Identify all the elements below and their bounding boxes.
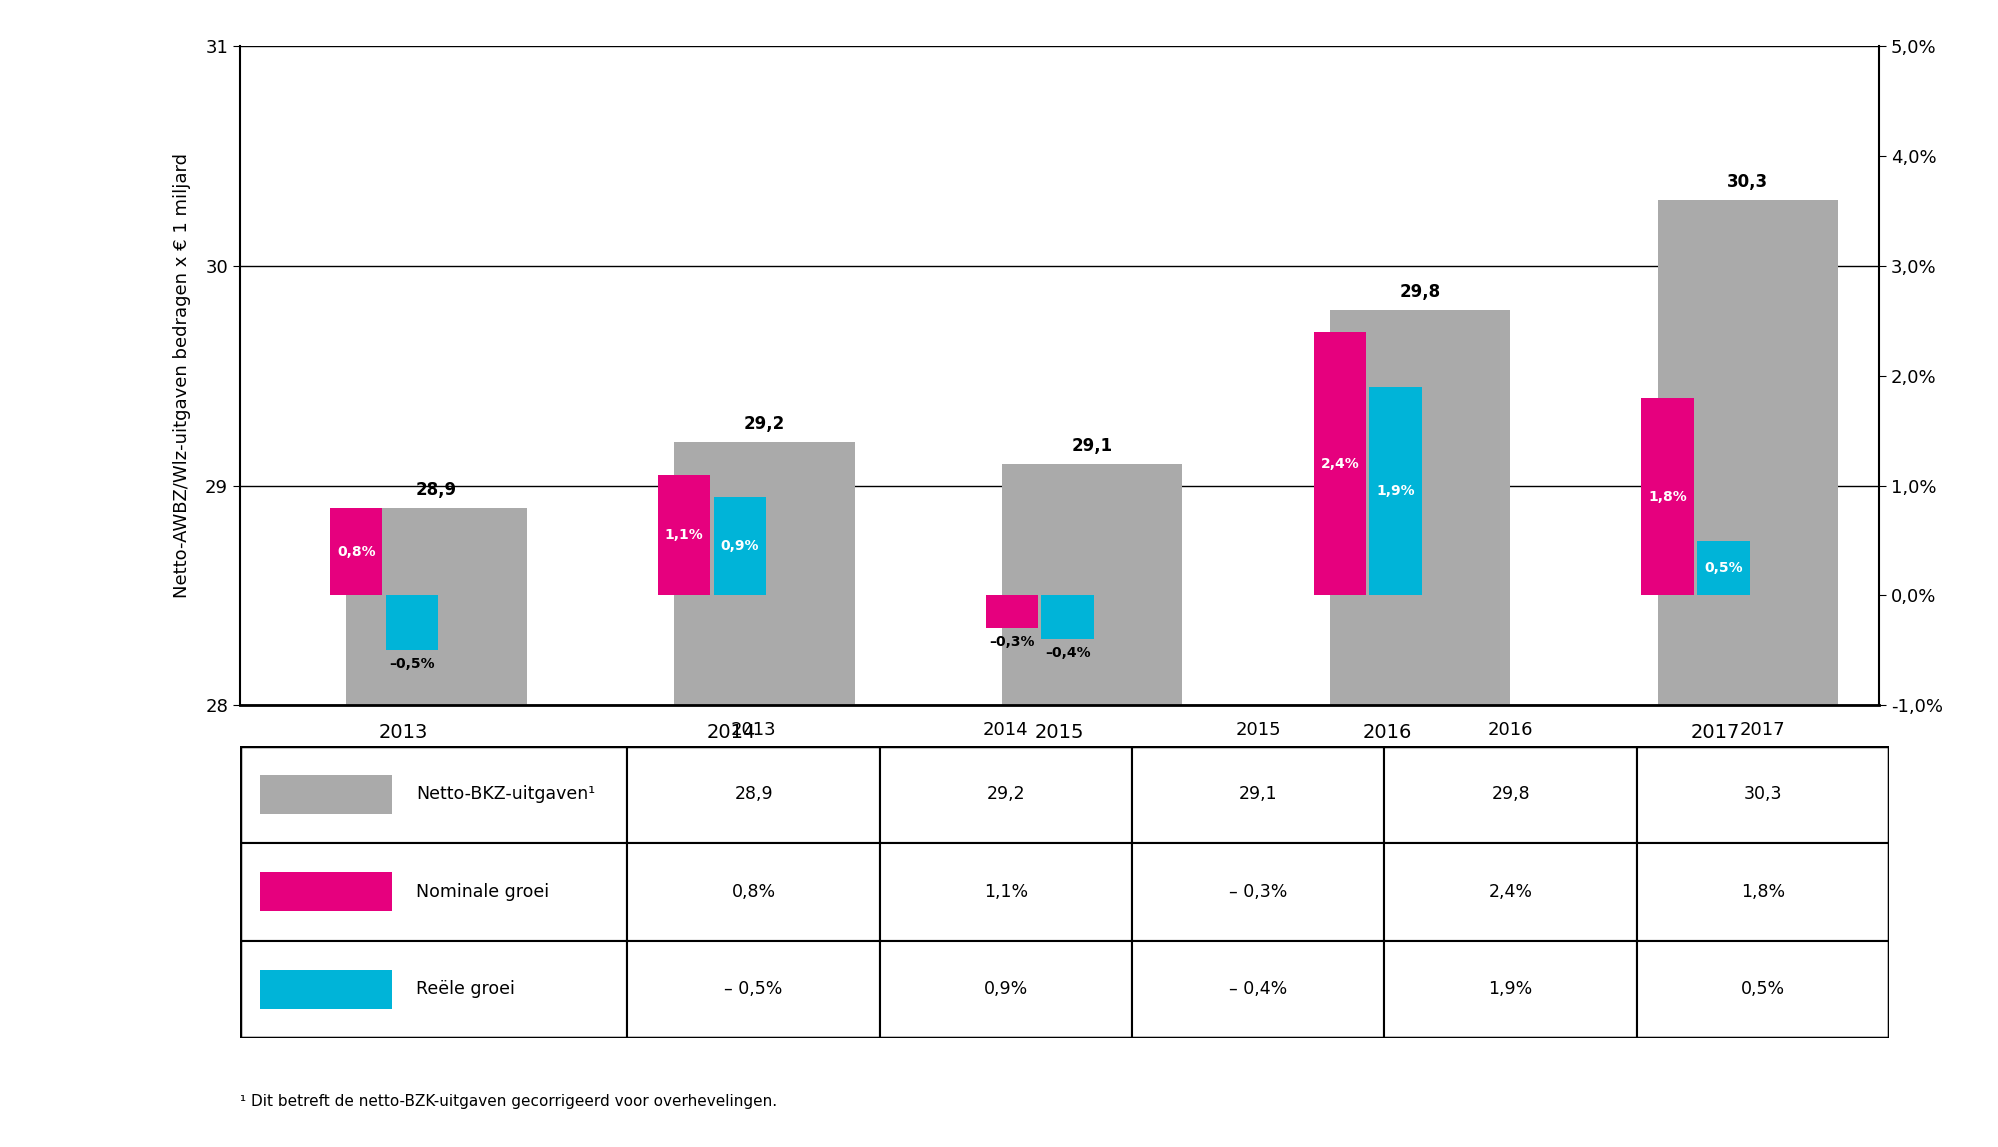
Text: 29,1: 29,1 — [1239, 786, 1277, 803]
Bar — [1636, 746, 1888, 843]
Bar — [1385, 941, 1636, 1038]
Text: 2013: 2013 — [731, 721, 775, 739]
Bar — [627, 941, 879, 1038]
Bar — [627, 746, 879, 843]
Text: 1,1%: 1,1% — [983, 883, 1027, 900]
Bar — [713, 497, 765, 595]
Text: 1,9%: 1,9% — [1489, 981, 1532, 998]
Bar — [1131, 843, 1385, 941]
Text: 2014: 2014 — [983, 721, 1029, 739]
Text: 1,8%: 1,8% — [1648, 490, 1686, 504]
Text: 29,8: 29,8 — [1399, 283, 1441, 301]
Bar — [879, 746, 1131, 843]
Text: 2014: 2014 — [707, 723, 755, 742]
Text: 0,9%: 0,9% — [719, 539, 759, 553]
Bar — [1131, 746, 1385, 843]
Text: 29,2: 29,2 — [987, 786, 1025, 803]
Text: 0,8%: 0,8% — [338, 545, 376, 559]
Bar — [627, 843, 879, 941]
Bar — [386, 595, 438, 650]
Bar — [985, 595, 1037, 629]
Bar — [1369, 387, 1421, 595]
Text: Reële groei: Reële groei — [416, 981, 515, 998]
Bar — [1636, 843, 1888, 941]
Bar — [1313, 331, 1365, 595]
Bar — [1636, 941, 1888, 1038]
Bar — [1385, 746, 1636, 843]
Text: 29,2: 29,2 — [743, 415, 785, 432]
Bar — [330, 507, 382, 595]
Bar — [260, 969, 392, 1009]
Text: 1,1%: 1,1% — [665, 528, 703, 543]
Bar — [240, 746, 627, 843]
Text: 2017: 2017 — [1738, 721, 1784, 739]
Text: 0,8%: 0,8% — [731, 883, 775, 900]
Bar — [260, 775, 392, 814]
Text: Netto-BKZ-uitgaven¹: Netto-BKZ-uitgaven¹ — [416, 786, 595, 803]
Bar — [1385, 843, 1636, 941]
Bar — [1656, 200, 1838, 705]
Bar — [240, 843, 627, 941]
Bar — [1041, 595, 1093, 639]
Text: 30,3: 30,3 — [1726, 173, 1768, 190]
Text: 2,4%: 2,4% — [1489, 883, 1532, 900]
Text: 2015: 2015 — [1035, 723, 1083, 742]
Bar — [1329, 310, 1510, 705]
Bar — [1001, 463, 1183, 705]
Y-axis label: Netto-AWBZ/Wlz-uitgaven bedragen x € 1 miljard: Netto-AWBZ/Wlz-uitgaven bedragen x € 1 m… — [174, 154, 192, 598]
Text: 2013: 2013 — [380, 723, 428, 742]
Bar — [1640, 398, 1692, 595]
Bar — [1696, 540, 1748, 595]
Text: 2,4%: 2,4% — [1321, 457, 1359, 470]
Text: 1,9%: 1,9% — [1375, 484, 1415, 498]
Text: 2017: 2017 — [1690, 723, 1738, 742]
Text: 30,3: 30,3 — [1742, 786, 1782, 803]
Text: – 0,3%: – 0,3% — [1229, 883, 1287, 900]
Text: 2016: 2016 — [1487, 721, 1532, 739]
Text: 28,9: 28,9 — [416, 481, 458, 499]
Text: 0,5%: 0,5% — [1740, 981, 1784, 998]
Text: 0,5%: 0,5% — [1702, 561, 1742, 575]
Text: 28,9: 28,9 — [733, 786, 773, 803]
Bar — [1131, 941, 1385, 1038]
Bar — [346, 508, 527, 705]
Text: – 0,5%: – 0,5% — [723, 981, 783, 998]
Text: 0,9%: 0,9% — [983, 981, 1027, 998]
Text: – 0,4%: – 0,4% — [1229, 981, 1287, 998]
Bar — [879, 843, 1131, 941]
Bar — [260, 872, 392, 911]
Text: 29,1: 29,1 — [1071, 437, 1113, 454]
Bar — [879, 941, 1131, 1038]
Text: ¹ Dit betreft de netto-BZK-uitgaven gecorrigeerd voor overhevelingen.: ¹ Dit betreft de netto-BZK-uitgaven geco… — [240, 1093, 777, 1109]
Text: –0,4%: –0,4% — [1045, 646, 1091, 660]
Text: 2016: 2016 — [1363, 723, 1411, 742]
Text: –0,3%: –0,3% — [989, 635, 1035, 649]
Bar — [673, 442, 855, 705]
Text: –0,5%: –0,5% — [390, 657, 436, 671]
Bar — [657, 475, 709, 595]
Text: Nominale groei: Nominale groei — [416, 883, 549, 900]
Bar — [240, 941, 627, 1038]
Text: 29,8: 29,8 — [1491, 786, 1528, 803]
Text: 2015: 2015 — [1235, 721, 1281, 739]
Text: 1,8%: 1,8% — [1740, 883, 1784, 900]
